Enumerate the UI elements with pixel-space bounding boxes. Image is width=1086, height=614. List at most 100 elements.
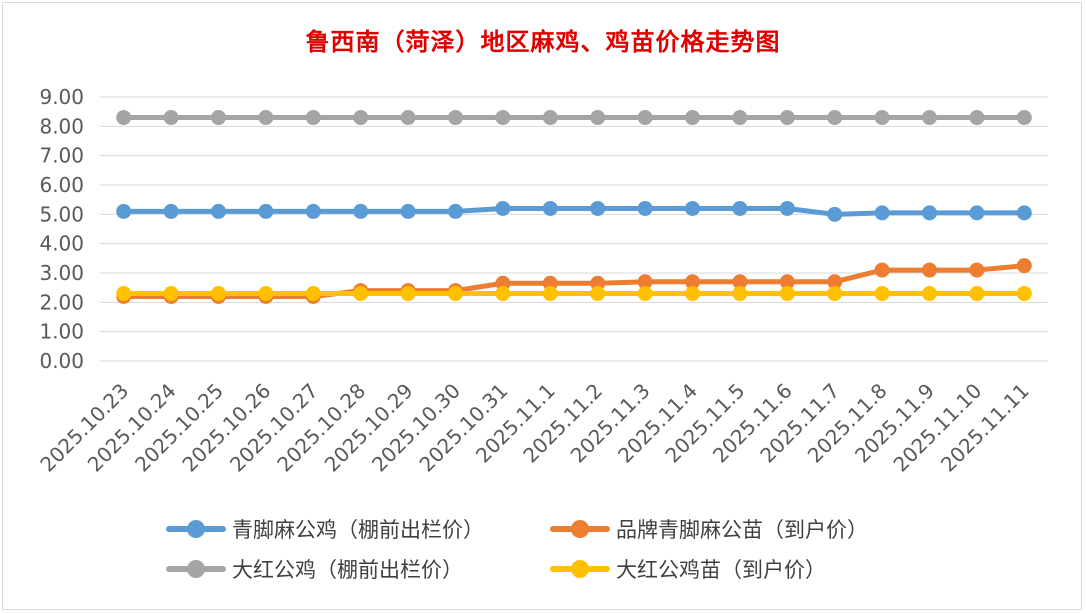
legend-swatch bbox=[550, 514, 610, 544]
data-point bbox=[590, 110, 606, 126]
data-point bbox=[874, 205, 890, 221]
data-point bbox=[305, 110, 321, 126]
legend-item-dahong-gongji: 大红公鸡（棚前出栏价） bbox=[166, 554, 463, 584]
y-tick-label: 2.00 bbox=[39, 290, 84, 314]
data-point bbox=[779, 110, 795, 126]
data-point bbox=[211, 286, 226, 302]
y-tick-label: 4.00 bbox=[39, 232, 84, 256]
data-point bbox=[969, 205, 985, 221]
data-point bbox=[732, 274, 748, 290]
data-point bbox=[116, 110, 132, 126]
data-point bbox=[779, 286, 795, 302]
legend-label: 大红公鸡苗（到户价） bbox=[616, 558, 826, 582]
data-point bbox=[685, 200, 700, 216]
data-point bbox=[637, 110, 653, 126]
data-point bbox=[1016, 110, 1032, 126]
data-point bbox=[969, 286, 985, 302]
data-point bbox=[542, 110, 558, 126]
data-point bbox=[732, 200, 748, 216]
data-point bbox=[1016, 286, 1032, 302]
data-point bbox=[495, 200, 511, 216]
y-tick-label: 1.00 bbox=[39, 320, 84, 344]
data-point bbox=[874, 286, 890, 302]
y-tick-label: 7.00 bbox=[39, 144, 84, 168]
data-point bbox=[400, 203, 416, 219]
legend-swatch bbox=[166, 554, 226, 584]
data-point bbox=[779, 200, 795, 216]
legend-swatch bbox=[550, 554, 610, 584]
x-axis-ticks: 2025.10.232025.10.242025.10.252025.10.26… bbox=[35, 379, 1034, 477]
data-point bbox=[827, 206, 843, 222]
data-point bbox=[969, 262, 985, 278]
data-point bbox=[116, 203, 132, 219]
data-point bbox=[211, 203, 226, 219]
series-1 bbox=[116, 258, 1032, 304]
y-tick-label: 9.00 bbox=[39, 85, 84, 109]
data-point bbox=[258, 110, 274, 126]
series-line bbox=[121, 263, 1027, 299]
data-point bbox=[542, 200, 558, 216]
data-point bbox=[779, 274, 795, 290]
legend: 青脚麻公鸡（棚前出栏价） 品牌青脚麻公苗（到户价） 大红公鸡（棚前出栏价） 大红… bbox=[0, 508, 1086, 598]
data-point bbox=[969, 110, 985, 126]
data-point bbox=[685, 274, 700, 290]
data-point bbox=[590, 275, 606, 291]
data-point bbox=[874, 262, 890, 278]
data-point bbox=[116, 286, 132, 302]
series-3 bbox=[116, 286, 1032, 302]
data-point bbox=[305, 203, 321, 219]
data-point bbox=[305, 286, 321, 302]
chart-title: 鲁西南（菏泽）地区麻鸡、鸡苗价格走势图 bbox=[305, 27, 781, 56]
data-point bbox=[353, 286, 369, 302]
data-point bbox=[827, 286, 843, 302]
data-point bbox=[685, 110, 700, 126]
data-point bbox=[590, 286, 606, 302]
legend-item-qingjiao-gongji: 青脚麻公鸡（棚前出栏价） bbox=[166, 514, 484, 544]
data-point bbox=[258, 203, 274, 219]
data-point bbox=[827, 274, 843, 290]
data-point bbox=[258, 286, 274, 302]
data-point bbox=[590, 200, 606, 216]
data-point bbox=[353, 110, 369, 126]
data-point bbox=[495, 286, 511, 302]
data-point bbox=[1016, 205, 1032, 221]
data-point bbox=[163, 110, 179, 126]
data-point bbox=[637, 286, 653, 302]
y-tick-label: 6.00 bbox=[39, 173, 84, 197]
legend-label: 大红公鸡（棚前出栏价） bbox=[232, 558, 463, 582]
legend-swatch bbox=[166, 514, 226, 544]
data-point bbox=[1016, 258, 1032, 274]
data-point bbox=[732, 286, 748, 302]
data-point bbox=[732, 110, 748, 126]
series-line bbox=[121, 205, 1027, 217]
data-point bbox=[922, 262, 937, 278]
data-point bbox=[922, 110, 937, 126]
legend-item-pinpai-gongmiao: 品牌青脚麻公苗（到户价） bbox=[550, 514, 868, 544]
y-tick-label: 0.00 bbox=[39, 349, 84, 373]
data-point bbox=[922, 286, 937, 302]
y-axis-ticks: 0.00 1.00 2.00 3.00 4.00 5.00 6.00 7.00 8.00 9.00 bbox=[39, 85, 84, 373]
data-point bbox=[685, 286, 700, 302]
data-point bbox=[448, 110, 463, 126]
data-point bbox=[448, 286, 463, 302]
data-point bbox=[827, 110, 843, 126]
series-0 bbox=[116, 200, 1032, 222]
data-point bbox=[400, 110, 416, 126]
gridlines bbox=[100, 96, 1048, 362]
y-tick-label: 8.00 bbox=[39, 114, 84, 138]
data-point bbox=[495, 275, 511, 291]
series-2 bbox=[116, 110, 1032, 126]
legend-label: 品牌青脚麻公苗（到户价） bbox=[616, 518, 868, 542]
y-tick-label: 3.00 bbox=[39, 261, 84, 285]
data-point bbox=[353, 203, 369, 219]
data-point bbox=[163, 203, 179, 219]
data-point bbox=[637, 274, 653, 290]
data-point bbox=[542, 286, 558, 302]
data-point bbox=[211, 110, 226, 126]
data-point bbox=[163, 286, 179, 302]
legend-label: 青脚麻公鸡（棚前出栏价） bbox=[232, 518, 484, 542]
data-point bbox=[448, 203, 463, 219]
data-point bbox=[637, 200, 653, 216]
